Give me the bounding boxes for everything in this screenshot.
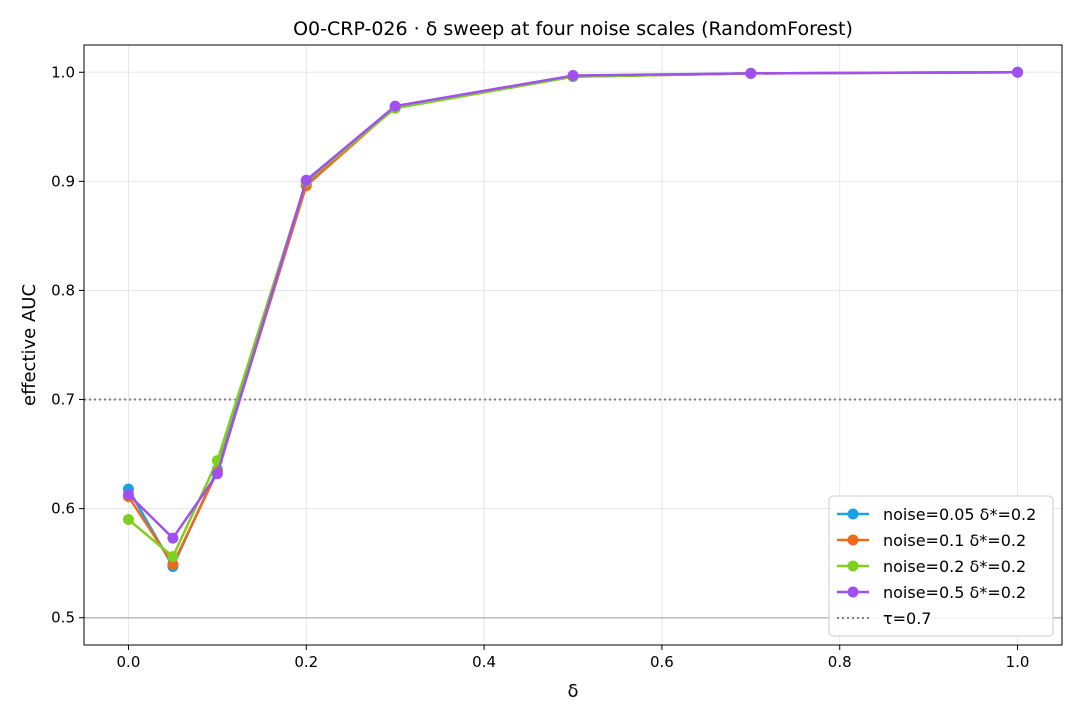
series-line: [127, 71, 1018, 540]
legend-swatch-marker: [847, 534, 859, 546]
series-line: [127, 71, 1018, 558]
legend-item: noise=0.1 δ*=0.2: [837, 531, 1026, 550]
x-tick-label: 1.0: [1006, 653, 1030, 671]
data-point: [300, 174, 312, 186]
legend-label: noise=0.05 δ*=0.2: [883, 505, 1036, 524]
data-point: [567, 70, 579, 82]
legend-item: noise=0.05 δ*=0.2: [837, 505, 1036, 524]
legend-label: noise=0.1 δ*=0.2: [883, 531, 1026, 550]
data-point: [211, 468, 223, 480]
legend-label: τ=0.7: [883, 609, 931, 628]
data-point: [122, 488, 134, 500]
x-tick-label: 0.8: [828, 653, 852, 671]
legend: noise=0.05 δ*=0.2 noise=0.1 δ*=0.2 noise=0…: [828, 495, 1054, 637]
x-axis-label: δ: [567, 681, 578, 702]
y-tick-label: 1.0: [51, 63, 75, 81]
legend-swatch-marker: [847, 508, 859, 520]
x-tick-label: 0.6: [650, 653, 674, 671]
data-point: [167, 558, 179, 570]
series-4: [122, 66, 1024, 544]
legend-label: noise=0.5 δ*=0.2: [883, 583, 1026, 602]
legend-item: noise=0.5 δ*=0.2: [837, 583, 1026, 602]
data-point: [167, 551, 179, 563]
chart-title: O0-CRP-026 · δ sweep at four noise scale…: [293, 18, 853, 40]
data-point: [1012, 66, 1024, 78]
data-point: [167, 532, 179, 544]
series-group: [122, 66, 1024, 572]
legend-item: noise=0.2 δ*=0.2: [837, 557, 1026, 576]
y-tick-label: 0.7: [51, 391, 75, 409]
data-point: [122, 514, 134, 526]
y-tick-label: 0.8: [51, 281, 75, 299]
x-tick-label: 0.2: [294, 653, 318, 671]
y-axis-label: effective AUC: [19, 284, 40, 406]
y-tick-label: 0.5: [51, 609, 75, 627]
axis-ticks: 0.0 0.2 0.4 0.6 0.8 1.0 0.5 0.6 0.7 0.8 0.9 1.0: [51, 63, 1029, 671]
series-2: [122, 66, 1024, 570]
x-tick-label: 0.0: [117, 653, 141, 671]
legend-item: τ=0.7: [837, 609, 931, 628]
series-3: [122, 66, 1024, 563]
x-tick-label: 0.4: [472, 653, 496, 671]
legend-label: noise=0.2 δ*=0.2: [883, 557, 1026, 576]
y-tick-label: 0.6: [51, 500, 75, 518]
legend-swatch-marker: [847, 560, 859, 572]
legend-box: [828, 495, 1054, 637]
y-tick-label: 0.9: [51, 172, 75, 190]
data-point: [389, 100, 401, 112]
plot-frame: [83, 44, 1063, 646]
data-point: [745, 67, 757, 79]
legend-swatch-marker: [847, 586, 859, 598]
